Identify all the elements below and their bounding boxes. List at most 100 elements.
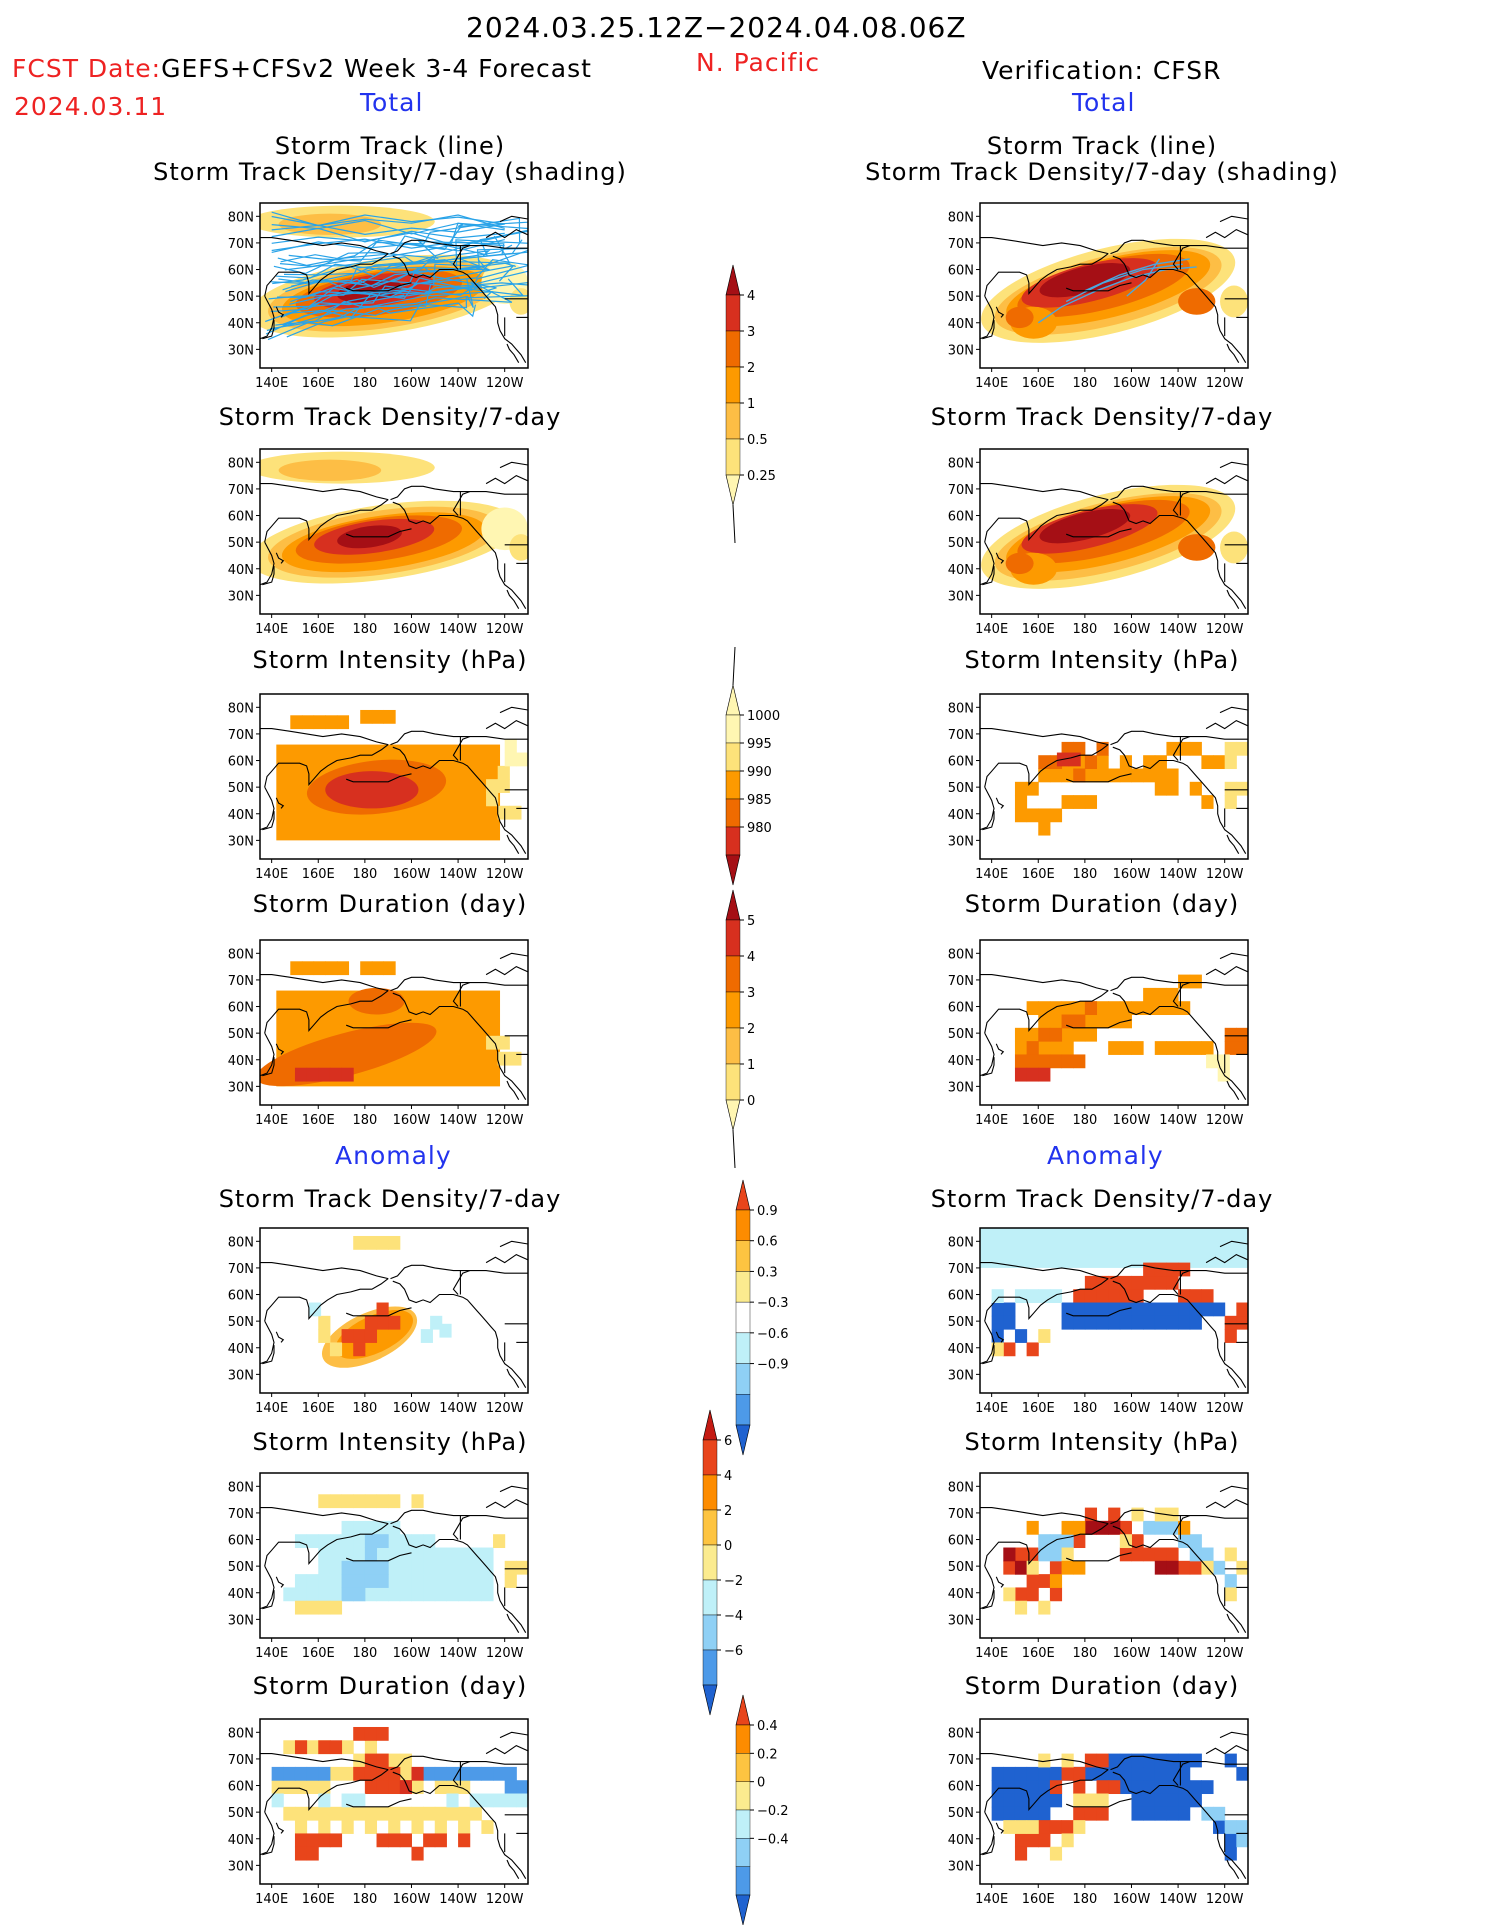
lon-tick-label: 160E (1022, 867, 1055, 882)
lon-tick-label: 140E (255, 622, 288, 637)
map-frame (259, 939, 529, 1106)
coastline (1226, 343, 1240, 363)
coastline (264, 1523, 389, 1567)
lat-tick-label: 60N (228, 755, 254, 770)
lon-tick-label: 140W (1159, 1646, 1197, 1661)
lon-tick-label: 160W (1113, 1892, 1151, 1907)
lon-tick-label: 180 (352, 376, 377, 391)
coastline (499, 215, 528, 223)
lon-tick-label: 140E (255, 1892, 288, 1907)
map-frame (259, 1718, 529, 1885)
coastline (980, 1565, 995, 1610)
coastline (390, 1264, 528, 1280)
coastline (984, 1278, 1109, 1322)
coastline (1112, 255, 1247, 363)
colorbar-label: 0 (757, 1776, 765, 1791)
lon-tick-label: 160W (1113, 867, 1151, 882)
map-panel-0: 80N 70N 60N 50N 40N 30N 140E 160E 180 160W 140W 120… (228, 202, 529, 391)
lon-tick-label: 180 (1072, 376, 1097, 391)
lon-tick-label: 120W (1206, 1646, 1244, 1661)
coastline (1066, 1798, 1132, 1808)
coastline (1219, 215, 1248, 223)
storm-track-line (276, 244, 513, 279)
coastline (260, 1565, 275, 1610)
lon-tick-label: 180 (352, 622, 377, 637)
lon-tick-label: 160E (302, 376, 335, 391)
coastline (499, 1485, 528, 1493)
panel-title-anom-density-left: Storm Track Density/7-day (218, 1185, 562, 1213)
lat-tick-label: 80N (948, 701, 974, 716)
lon-tick-label: 140E (255, 867, 288, 882)
lon-tick-label: 180 (352, 1646, 377, 1661)
coastline (499, 1731, 528, 1739)
colorbar-label: −0.3 (757, 1296, 789, 1311)
coastline (1172, 1515, 1190, 1540)
colorbar-label: 0.2 (757, 1747, 778, 1762)
lon-tick-label: 160W (1113, 1401, 1151, 1416)
coastline (452, 1270, 470, 1295)
map-frame (979, 1227, 1249, 1394)
lon-tick-label: 160W (1113, 376, 1151, 391)
coastline (346, 1552, 412, 1562)
colorbar-label: 1 (747, 1058, 755, 1073)
lat-tick-label: 70N (228, 483, 254, 498)
lat-tick-label: 70N (228, 237, 254, 252)
coastline (506, 589, 520, 609)
colorbar-label: 0.3 (757, 1265, 778, 1280)
lat-tick-label: 40N (948, 808, 974, 823)
storm-track-line (286, 295, 528, 338)
anomaly-label-right: Anomaly (1047, 1141, 1164, 1170)
lon-tick-label: 140E (975, 1892, 1008, 1907)
lon-tick-label: 120W (486, 1113, 524, 1128)
lat-tick-label: 50N (948, 536, 974, 551)
panel-title-track-shading-right: Storm Track Density/7-day (shading) (865, 158, 1339, 186)
coastline (346, 773, 412, 783)
coastline (392, 992, 527, 1100)
coastline (346, 1019, 412, 1029)
panel-title-anom-intensity-right: Storm Intensity (hPa) (964, 1428, 1240, 1456)
storm-track-line (275, 278, 525, 326)
coastline (1172, 491, 1190, 516)
colorbar-label: 0.9 (757, 1204, 778, 1219)
coastline (1110, 485, 1248, 501)
coastline (1172, 736, 1190, 761)
lat-tick-label: 50N (948, 781, 974, 796)
coastline (1112, 501, 1247, 609)
colorbar-intensity: 1000 995 990 985 980 (725, 646, 780, 886)
lon-tick-label: 140W (1159, 867, 1197, 882)
lon-tick-label: 160E (302, 1892, 335, 1907)
coastline (995, 306, 1005, 318)
lat-tick-label: 60N (948, 1534, 974, 1549)
coastline (1066, 1019, 1132, 1029)
colorbar-density: 4 3 2 1 0.5 0.25 (725, 264, 776, 544)
panel-title-anom-duration-left: Storm Duration (day) (252, 1672, 528, 1700)
coastline (506, 343, 520, 363)
coastline (984, 1523, 1109, 1567)
storm-track-line (288, 221, 528, 262)
lat-tick-label: 70N (228, 1753, 254, 1768)
map-frame (979, 202, 1249, 369)
coastline (262, 320, 275, 340)
lon-tick-label: 140W (1159, 622, 1197, 637)
colorbar-label: 990 (747, 765, 772, 780)
coastline (980, 1262, 1109, 1280)
coastline (260, 1507, 389, 1525)
coastline (390, 1509, 528, 1525)
lat-tick-label: 80N (228, 456, 254, 471)
lon-tick-label: 160E (302, 1113, 335, 1128)
colorbar-label: 3 (747, 986, 755, 1001)
storm-track-line (268, 259, 486, 300)
coastline (260, 1032, 275, 1077)
coastline (452, 1761, 470, 1786)
coastline (1205, 719, 1248, 730)
lon-tick-label: 140E (975, 1113, 1008, 1128)
coastline (1172, 245, 1190, 270)
coastline (260, 728, 389, 746)
total-label-right: Total (1072, 88, 1136, 117)
coastline (506, 1859, 520, 1879)
coastline (1112, 992, 1247, 1100)
coastline (1205, 474, 1248, 485)
coastline (260, 786, 275, 831)
storm-track-line (282, 282, 528, 325)
coastline (1066, 1552, 1132, 1562)
